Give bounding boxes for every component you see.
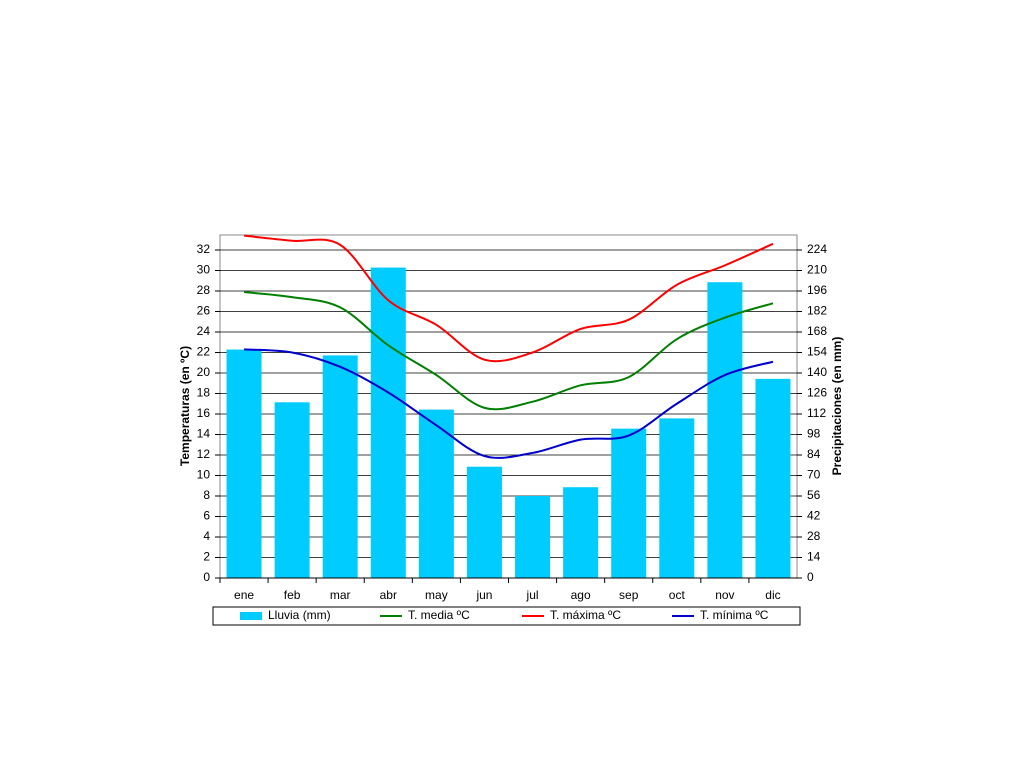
x-tick-label: ene <box>234 588 254 602</box>
x-tick-label: abr <box>380 588 397 602</box>
y-axis-label: Temperaturas (en ºC) <box>178 346 192 466</box>
x-tick-label: jun <box>475 588 492 602</box>
legend <box>212 606 801 626</box>
y2-tick-label: 14 <box>807 550 821 564</box>
y2-tick-label: 112 <box>807 406 826 420</box>
y2-tick-label: 196 <box>807 283 827 297</box>
y2-axis-label: Precipitaciones (en mm) <box>830 337 844 476</box>
bar <box>322 355 358 578</box>
legend-label: Lluvia (mm) <box>268 608 331 622</box>
x-tick-label: jul <box>526 588 539 602</box>
bar <box>563 487 599 578</box>
y-tick-label: 14 <box>197 427 211 441</box>
bar <box>755 378 791 578</box>
y-tick-label: 18 <box>197 386 211 400</box>
y2-tick-label: 224 <box>807 242 827 256</box>
line <box>243 291 774 411</box>
y-tick-label: 20 <box>197 365 211 379</box>
y2-tick-label: 28 <box>807 529 821 543</box>
bar <box>370 267 406 578</box>
y-tick-label: 4 <box>203 529 210 543</box>
y-tick-label: 26 <box>197 304 211 318</box>
legend-label: T. máxima ºC <box>550 608 621 622</box>
x-tick-label: ago <box>571 588 591 602</box>
y2-tick-label: 42 <box>807 509 821 523</box>
y2-tick-label: 210 <box>807 263 827 277</box>
y-tick-label: 28 <box>197 283 211 297</box>
y2-tick-label: 70 <box>807 468 821 482</box>
y-tick-label: 0 <box>203 570 210 584</box>
legend-swatch <box>240 612 262 620</box>
plot-area <box>219 234 798 579</box>
y2-tick-label: 140 <box>807 365 827 379</box>
y-tick-label: 2 <box>203 550 210 564</box>
y2-tick-label: 168 <box>807 324 827 338</box>
x-tick-label: nov <box>715 588 734 602</box>
y-tick-label: 32 <box>197 242 211 256</box>
legend-label: T. media ºC <box>408 608 470 622</box>
y-tick-label: 16 <box>197 406 211 420</box>
y2-tick-label: 98 <box>807 427 821 441</box>
y2-tick-label: 182 <box>807 304 827 318</box>
y-tick-label: 30 <box>197 263 211 277</box>
bar <box>418 409 454 578</box>
y-tick-label: 12 <box>197 447 211 461</box>
y2-tick-label: 0 <box>807 570 814 584</box>
bar <box>707 282 743 578</box>
x-tick-label: mar <box>330 588 351 602</box>
x-tick-label: sep <box>619 588 639 602</box>
bar <box>274 402 310 578</box>
y-tick-label: 24 <box>197 324 211 338</box>
y2-tick-label: 126 <box>807 386 827 400</box>
y-tick-label: 22 <box>197 345 211 359</box>
bar <box>659 418 695 578</box>
bar <box>466 466 502 578</box>
x-tick-label: feb <box>284 588 301 602</box>
line <box>243 348 774 459</box>
legend-label: T. mínima ºC <box>700 608 769 622</box>
y-tick-label: 8 <box>203 488 210 502</box>
y2-tick-label: 84 <box>807 447 821 461</box>
x-tick-label: may <box>425 588 448 602</box>
bar <box>226 349 262 578</box>
x-tick-label: oct <box>669 588 686 602</box>
line <box>243 234 774 363</box>
y-tick-label: 6 <box>203 509 210 523</box>
y2-tick-label: 56 <box>807 488 821 502</box>
bar <box>611 428 647 578</box>
y-tick-label: 10 <box>197 468 211 482</box>
y2-tick-label: 154 <box>807 345 827 359</box>
x-tick-label: dic <box>765 588 780 602</box>
bar <box>515 496 551 578</box>
